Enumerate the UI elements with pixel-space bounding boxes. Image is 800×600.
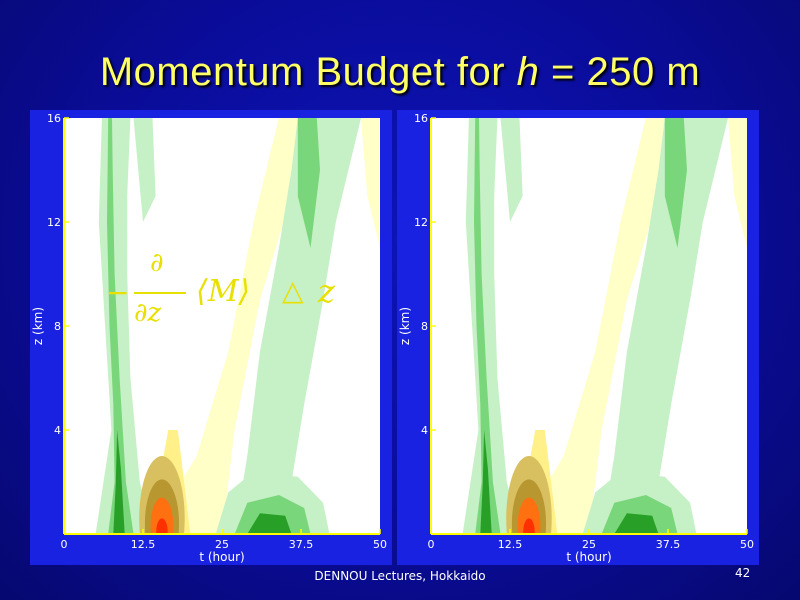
momentum-formula: − ∂ ∂z ⟨M⟩ △ z [98, 248, 368, 343]
x-tick-label: 50 [373, 538, 387, 551]
green-patch-top [500, 118, 523, 222]
formula-fraction-bar [134, 292, 186, 294]
footer-text: DENNOU Lectures, Hokkaido [314, 569, 486, 583]
x-tick-label: 0 [61, 538, 68, 551]
contour-fields [462, 118, 747, 534]
green-band-left-mid [107, 118, 134, 534]
formula-bracket-term: ⟨M⟩ [196, 274, 251, 309]
yellow-plume-light [506, 118, 684, 534]
y-tick-label: 16 [47, 112, 61, 125]
green-wave-right [601, 118, 728, 534]
chart-panel-left: 0 12.5 25 37.5 50 4 8 12 16 t (hour) z (km) [30, 110, 392, 565]
green-patch-top [133, 118, 156, 222]
contour-chart-left: 0 12.5 25 37.5 50 4 8 12 16 t (hour) z (km) [30, 110, 392, 565]
green-wave-right-core [297, 118, 320, 248]
x-axis-label: t (hour) [566, 550, 611, 564]
formula-variable: z [318, 272, 335, 310]
y-tick-label: 8 [421, 320, 428, 333]
y-axis-label: z (km) [398, 307, 412, 345]
x-tick-label: 25 [582, 538, 596, 551]
green-band-left-dark [113, 430, 125, 534]
green-wave-right [234, 118, 361, 534]
y-tick-label: 16 [414, 112, 428, 125]
core-red [156, 518, 168, 534]
formula-delta: △ [282, 274, 304, 307]
x-tick-label: 37.5 [289, 538, 314, 551]
contour-chart-right: 0 12.5 25 37.5 50 4 8 12 16 t (hour) z (km) [397, 110, 759, 565]
x-tick-label: 50 [740, 538, 754, 551]
core-orange [517, 497, 541, 534]
x-tick-label: 25 [215, 538, 229, 551]
core-red [523, 518, 535, 534]
x-tick-label: 0 [428, 538, 435, 551]
title-variable: h [516, 50, 540, 94]
green-band-left-dark [480, 430, 492, 534]
yellow-strip-right [728, 118, 747, 248]
x-axis-label: t (hour) [199, 550, 244, 564]
y-axis-label: z (km) [31, 307, 45, 345]
x-tick-label: 37.5 [656, 538, 681, 551]
y-tick-label: 12 [47, 216, 61, 229]
y-tick-label: 4 [421, 424, 428, 437]
slide-title: Momentum Budget for h = 250 m [99, 50, 701, 94]
yellow-strip-right [361, 118, 380, 248]
green-wave-right-core [664, 118, 687, 248]
x-tick-label: 12.5 [498, 538, 523, 551]
yellow-plume-light [139, 118, 317, 534]
green-blob-dark [247, 513, 292, 534]
contour-fields [95, 118, 380, 534]
page-number: 42 [735, 566, 751, 580]
green-blob-dark [614, 513, 659, 534]
core-orange [150, 497, 174, 534]
y-tick-label: 8 [54, 320, 61, 333]
x-tick-label: 12.5 [131, 538, 156, 551]
formula-minus: − [106, 276, 130, 309]
y-tick-label: 12 [414, 216, 428, 229]
formula-denominator: ∂z [134, 298, 162, 328]
chart-panel-right: 0 12.5 25 37.5 50 4 8 12 16 t (hour) z (km) [397, 110, 759, 565]
green-band-left-mid [474, 118, 501, 534]
formula-numerator: ∂ [150, 248, 164, 278]
y-tick-label: 4 [54, 424, 61, 437]
